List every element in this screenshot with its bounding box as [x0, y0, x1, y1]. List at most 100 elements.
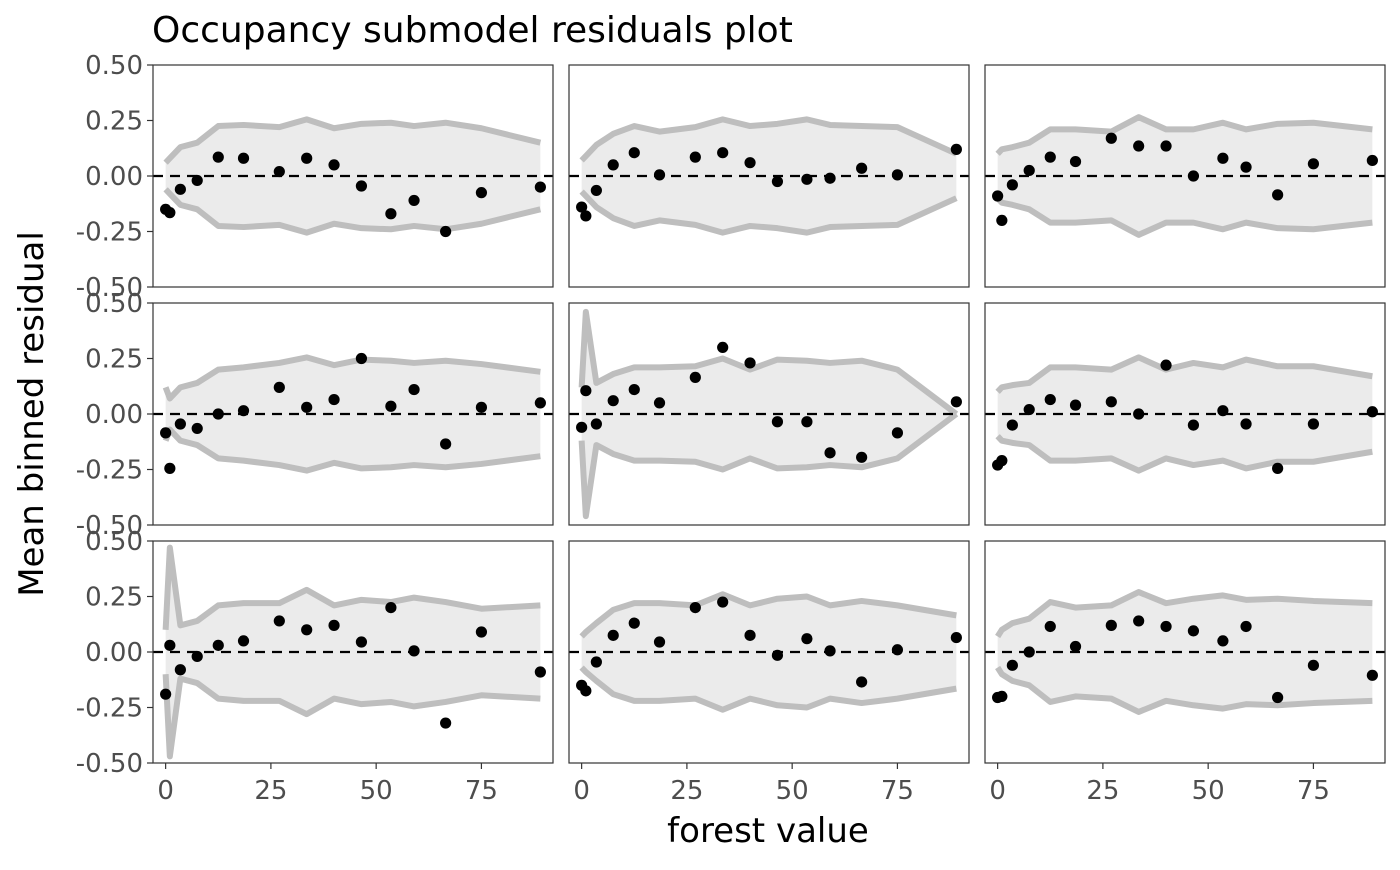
residual-point: [273, 165, 285, 178]
residual-point: [212, 408, 224, 420]
residual-point: [590, 656, 602, 668]
residual-point: [689, 602, 701, 614]
residual-point: [475, 401, 488, 413]
residual-point: [1240, 418, 1252, 430]
panel-1-3: [984, 64, 1386, 288]
residual-point: [1187, 170, 1200, 182]
panel-border: [568, 64, 970, 288]
band-lower-line: [578, 411, 959, 520]
residual-point: [160, 427, 172, 439]
residual-point: [950, 631, 962, 644]
residual-point: [628, 383, 640, 396]
y-tick-label: -0.50: [76, 511, 143, 541]
residual-point: [1133, 140, 1145, 152]
residual-point: [580, 685, 592, 697]
residual-point: [653, 397, 666, 409]
residual-point: [717, 147, 729, 159]
panel-3-3: 0 25 50 75: [984, 540, 1386, 806]
residual-point: [1105, 132, 1117, 144]
band-lower-line: [579, 665, 957, 713]
residual-point: [771, 416, 784, 428]
residual-point: [607, 629, 619, 641]
residual-point: [1272, 691, 1284, 704]
band-lower-line: [163, 187, 542, 236]
residual-point: [1217, 152, 1229, 164]
residual-point: [1217, 405, 1229, 417]
residual-point: [801, 173, 813, 185]
residual-point: [385, 400, 397, 412]
x-tick-label: 50: [1192, 776, 1225, 806]
residual-point: [440, 225, 452, 238]
residual-point: [1160, 140, 1172, 152]
residual-point: [534, 181, 546, 193]
residual-point: [856, 451, 868, 463]
residual-point: [237, 405, 250, 417]
panel-border: [984, 64, 1386, 288]
band-upper-line: [995, 589, 1373, 639]
panel-3-1: -0.50 -0.25 0.00 0.25 0.50 0 25 50 75: [76, 527, 554, 806]
band-lower-line: [995, 665, 1373, 715]
residual-point: [164, 639, 176, 651]
y-tick-label: 0.50: [85, 51, 143, 81]
confidence-band: [165, 547, 541, 757]
y-tick-label: 0.25: [85, 107, 143, 137]
residual-point: [1023, 646, 1035, 658]
residual-point: [385, 208, 397, 220]
residual-point: [576, 201, 588, 213]
residual-point: [1187, 625, 1200, 637]
residual-point: [273, 381, 285, 393]
residual-point: [191, 650, 203, 663]
residual-point: [607, 395, 619, 407]
residual-point: [1044, 151, 1056, 163]
residual-point: [824, 447, 836, 459]
residual-point: [1069, 640, 1082, 653]
y-tick-label: 0.50: [85, 289, 143, 319]
residual-point: [385, 602, 397, 614]
residual-point: [996, 690, 1008, 703]
residual-point: [212, 151, 224, 163]
residual-point: [1307, 659, 1320, 671]
residual-point: [824, 172, 836, 184]
residual-point: [744, 357, 756, 369]
residual-point: [856, 676, 868, 688]
residual-point: [801, 633, 813, 645]
residual-point: [1105, 396, 1117, 408]
residual-point: [628, 617, 640, 629]
x-tick-label: 0: [157, 776, 174, 806]
residual-point: [328, 619, 340, 631]
residual-point: [440, 717, 452, 729]
residual-point: [1366, 406, 1378, 418]
confidence-band: [997, 592, 1373, 712]
y-tick-label: 0.00: [85, 638, 143, 668]
residual-point: [590, 418, 602, 430]
x-tick-label: 50: [360, 776, 393, 806]
residual-point: [301, 401, 313, 413]
x-tick-label: 50: [776, 776, 809, 806]
residual-point: [1069, 155, 1082, 168]
panel-2-3: [984, 302, 1386, 526]
residual-point: [771, 175, 784, 188]
residual-point: [824, 645, 836, 657]
band-upper-line: [995, 114, 1373, 156]
band-upper-line: [578, 308, 959, 417]
panel-border: [568, 302, 970, 526]
residual-point: [992, 190, 1004, 202]
residual-point: [408, 645, 420, 657]
x-tick-label: 75: [881, 776, 914, 806]
y-tick-label: -0.25: [76, 218, 143, 248]
x-tick-label: 25: [1086, 776, 1119, 806]
residual-point: [1272, 462, 1284, 474]
y-tick-label: 0.00: [85, 162, 143, 192]
residual-point: [191, 174, 203, 187]
panel-border: [568, 540, 970, 764]
x-tick-label: 25: [254, 776, 287, 806]
residual-point: [1272, 189, 1284, 201]
band-upper-line: [162, 354, 541, 402]
residual-point: [653, 636, 666, 648]
band-upper-line: [163, 116, 542, 165]
residual-point: [996, 455, 1008, 467]
residual-point: [653, 169, 666, 181]
panel-2-1: -0.50 -0.25 0.00 0.25 0.50: [76, 289, 554, 541]
residual-point: [328, 159, 340, 171]
residual-point: [580, 385, 592, 397]
